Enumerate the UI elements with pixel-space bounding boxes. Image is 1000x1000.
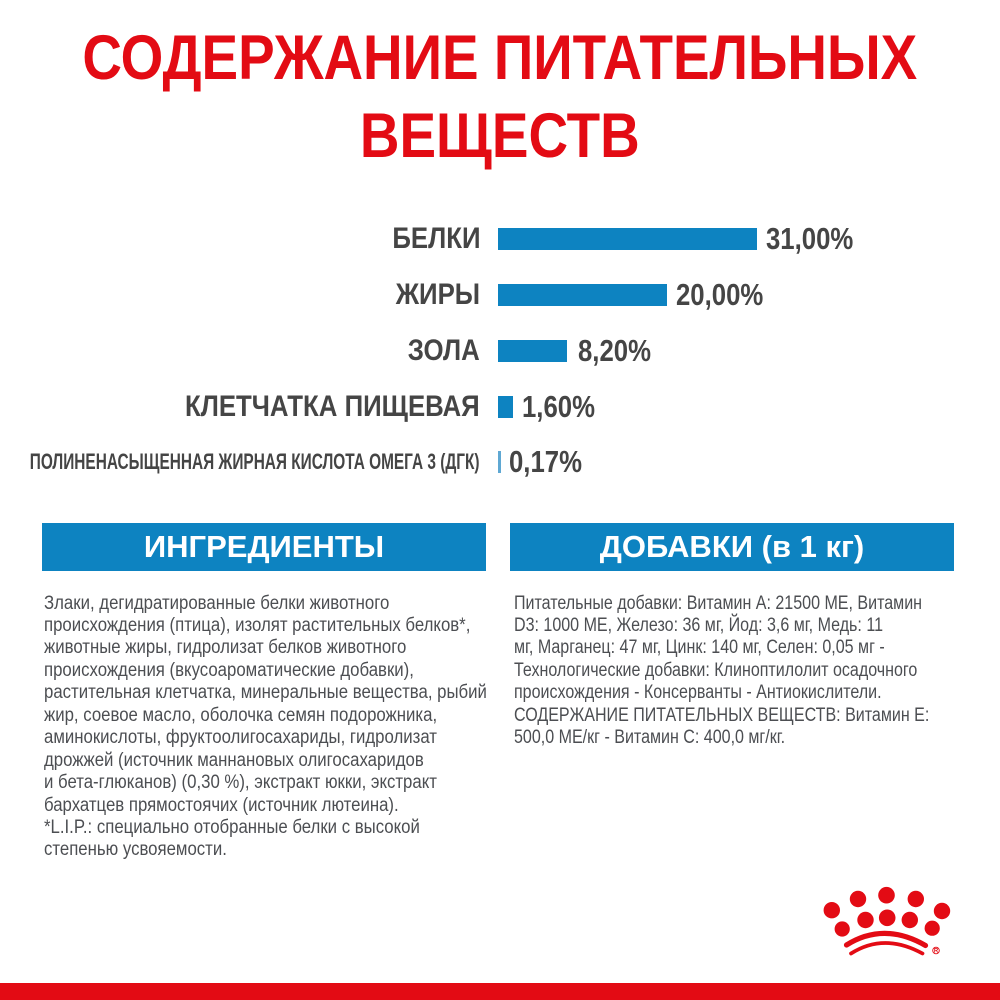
svg-text:R: R <box>934 949 939 955</box>
